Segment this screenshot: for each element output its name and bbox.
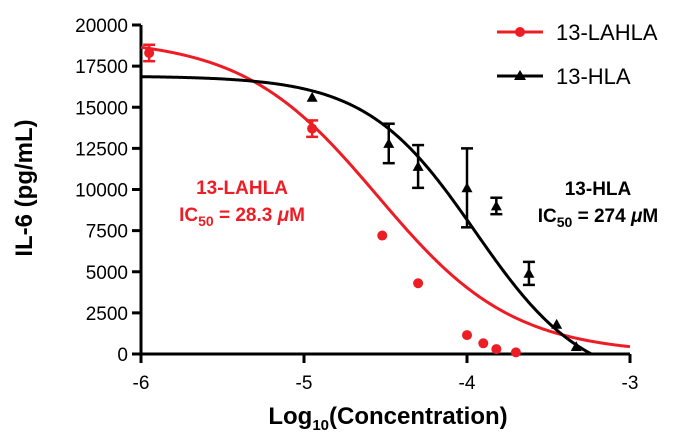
data-point-13-hla — [570, 341, 582, 351]
data-point-13-lahla — [478, 338, 489, 349]
data-point-13-hla — [412, 160, 424, 171]
data-point-13-lahla — [307, 123, 318, 134]
x-tick-label: -6 — [133, 373, 150, 394]
annotation-13-hla-ic50: IC50 = 274 μM — [538, 206, 659, 230]
y-tick-label: 10000 — [75, 181, 128, 202]
x-tick-label: -5 — [296, 373, 313, 394]
x-tick-label: -4 — [459, 373, 476, 394]
x-axis-ticks: -6 -5 -4 -3 — [133, 354, 639, 394]
fit-curves — [140, 45, 631, 356]
legend: 13-LAHLA 13-HLA — [497, 20, 658, 89]
y-tick-label: 7500 — [86, 222, 128, 243]
data-point-13-hla — [551, 318, 563, 329]
y-tick-label: 15000 — [75, 98, 128, 119]
data-point-13-hla — [490, 200, 502, 211]
data-point-13-lahla — [377, 230, 388, 241]
data-points — [143, 43, 582, 358]
y-tick-label: 5000 — [86, 263, 128, 284]
data-point-13-lahla — [491, 344, 502, 355]
y-axis-label: IL-6 (pg/mL) — [11, 119, 38, 256]
data-point-13-lahla — [462, 330, 472, 341]
data-point-13-lahla — [510, 347, 521, 358]
y-axis-ticks: 0 2500 5000 7500 10000 12500 15000 17500 20000 — [75, 16, 141, 366]
y-tick-label: 2500 — [86, 304, 128, 325]
data-point-13-lahla — [144, 47, 155, 58]
fit-curve-13-hla — [140, 75, 592, 356]
annotation-13-lahla: 13-LAHLA IC50 = 28.3 μM — [179, 178, 305, 229]
annotation-13-hla: 13-HLA IC50 = 274 μM — [538, 179, 659, 230]
legend-item-13-hla: 13-HLA — [497, 64, 631, 89]
data-point-13-hla — [306, 91, 318, 102]
fit-curve-13-lahla — [140, 45, 631, 349]
annotation-13-lahla-name: 13-LAHLA — [196, 178, 288, 199]
y-tick-label: 0 — [117, 345, 128, 366]
legend-label-13-lahla: 13-LAHLA — [556, 20, 658, 45]
y-tick-label: 12500 — [75, 139, 128, 160]
annotation-13-lahla-ic50: IC50 = 28.3 μM — [179, 205, 305, 229]
x-tick-label: -3 — [622, 373, 639, 394]
x-axis-label: Log10(Concentration) — [268, 403, 507, 433]
data-point-13-hla — [461, 182, 473, 193]
data-point-13-lahla — [413, 278, 424, 289]
y-tick-label: 20000 — [75, 16, 128, 37]
data-point-13-hla — [383, 137, 395, 148]
legend-label-13-hla: 13-HLA — [556, 64, 631, 89]
annotation-13-hla-name: 13-HLA — [565, 179, 632, 200]
data-point-13-hla — [523, 267, 535, 278]
y-tick-label: 17500 — [75, 57, 128, 78]
legend-item-13-lahla: 13-LAHLA — [497, 20, 658, 45]
